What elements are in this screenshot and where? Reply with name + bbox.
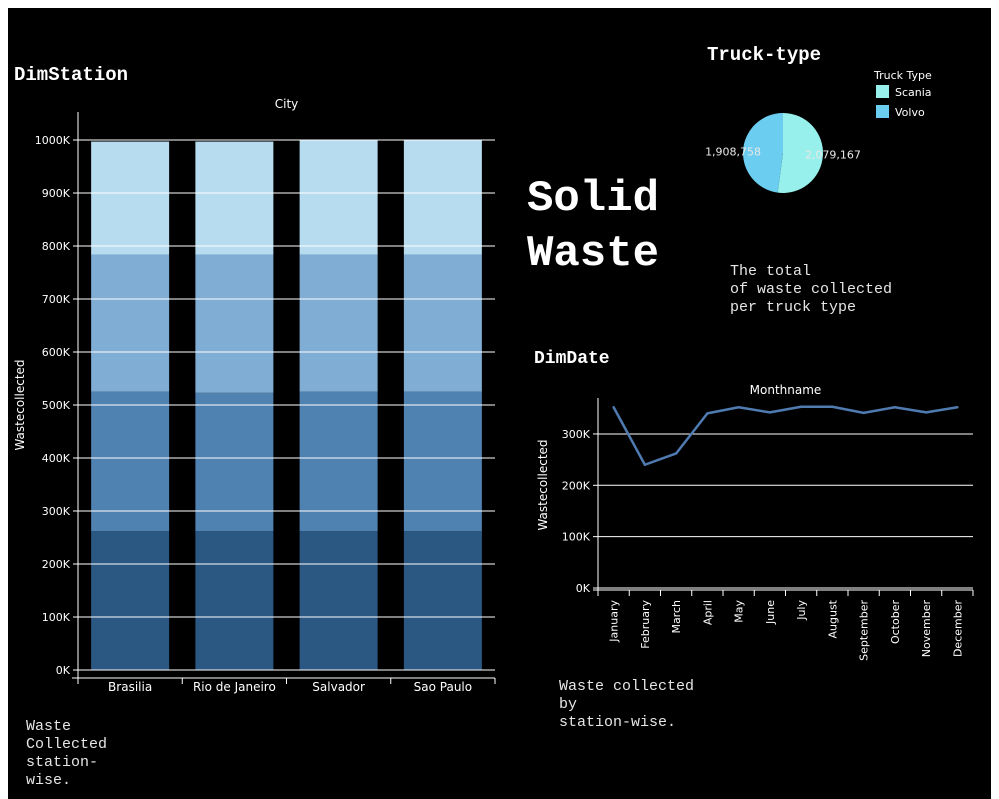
station-bar-segment	[195, 254, 274, 393]
truck-note: The total of waste collected per truck t…	[730, 263, 893, 316]
date-panel-title: DimDate	[534, 349, 610, 369]
date-y-axis-label: Wastecollected	[536, 439, 550, 530]
charts-canvas: City Wastecollected Brasilia Rio de Janeiro…	[13, 69, 974, 694]
truck-legend-label: Volvo	[895, 106, 925, 119]
station-bar-segment	[403, 140, 482, 255]
station-bar-segment	[91, 141, 170, 255]
main-title: Solid Waste	[527, 174, 660, 279]
station-y-tick-label: 700K	[42, 293, 71, 306]
station-chart-title: City	[275, 97, 299, 111]
date-data-point	[737, 406, 740, 409]
date-y-tick-label: 100K	[562, 531, 591, 544]
date-note: Waste collected by station-wise.	[559, 678, 695, 731]
date-series-line	[612, 405, 958, 467]
station-x-tick-label: Brasilia	[108, 680, 152, 694]
date-data-point	[674, 452, 678, 455]
station-bar-segment	[403, 531, 482, 670]
station-bar-segment	[195, 531, 274, 670]
station-x-tick-label: Sao Paulo	[414, 680, 472, 694]
date-x-tick-label: January	[608, 600, 621, 643]
date-y-tick-label: 300K	[562, 428, 591, 441]
date-data-point	[924, 411, 928, 414]
station-x-tick-label: Salvador	[312, 680, 365, 694]
station-bar-segment	[195, 392, 274, 532]
date-data-point	[799, 405, 803, 408]
date-x-tick-label: May	[733, 600, 746, 623]
station-y-tick-label: 100K	[42, 611, 71, 624]
station-bar-segment	[195, 141, 274, 255]
date-x-tick-label: October	[889, 600, 902, 644]
date-x-tick-label: December	[951, 600, 964, 658]
station-bar-segment	[91, 254, 170, 392]
date-y-tick-label: 200K	[562, 479, 591, 492]
station-chart: City Wastecollected Brasilia Rio de Janeiro…	[13, 97, 496, 694]
pie-value-label: 2,079,167	[805, 148, 861, 161]
date-data-point	[956, 406, 959, 409]
pie-slice	[777, 113, 824, 193]
dashboard: DimStation Truck-type DimDate Solid Wast…	[8, 8, 991, 799]
station-note: Waste Collected station- wise.	[26, 718, 108, 789]
truck-panel-title: Truck-type	[707, 44, 822, 66]
station-bar-segment	[91, 531, 170, 670]
date-x-tick-label: April	[701, 600, 714, 625]
station-bar-segment	[299, 254, 378, 392]
date-data-point	[643, 463, 647, 466]
date-data-point	[893, 406, 897, 409]
truck-legend-swatch	[876, 85, 889, 98]
station-y-tick-label: 0K	[56, 664, 71, 677]
station-y-tick-label: 800K	[42, 240, 71, 253]
station-x-tick-label: Rio de Janeiro	[193, 680, 276, 694]
pie-value-label: 1,908,758	[705, 146, 761, 159]
date-chart: Monthname Wastecollected 0K 100K 200K 300K Jan…	[536, 383, 974, 661]
station-y-tick-label: 200K	[42, 558, 71, 571]
date-x-tick-label: August	[826, 599, 839, 638]
station-bar-segment	[403, 391, 482, 532]
date-x-tick-label: November	[920, 600, 933, 658]
station-bar-segment	[299, 531, 378, 670]
station-y-tick-label: 500K	[42, 399, 71, 412]
date-data-point	[862, 411, 865, 415]
station-bar-segment	[299, 391, 378, 532]
station-y-tick-label: 400K	[42, 452, 71, 465]
date-data-point	[706, 412, 709, 415]
station-panel-title: DimStation	[14, 64, 129, 86]
station-y-axis-label: Wastecollected	[13, 359, 27, 450]
date-y-tick-label: 0K	[576, 582, 591, 595]
date-x-tick-label: February	[639, 600, 652, 649]
station-y-tick-label: 300K	[42, 505, 71, 518]
station-y-tick-label: 900K	[42, 187, 71, 200]
date-data-point	[612, 406, 615, 409]
station-y-tick-label: 1000K	[35, 134, 71, 147]
date-x-tick-label: March	[670, 600, 683, 634]
date-chart-title: Monthname	[750, 383, 822, 397]
date-x-tick-label: September	[858, 600, 871, 661]
station-bar-segment	[403, 254, 482, 392]
truck-pie-chart: 2,079,167 1,908,758 Truck Type Scania Volvo	[705, 69, 932, 193]
station-y-tick-label: 600K	[42, 346, 71, 359]
pie-slice	[743, 113, 783, 193]
station-bar-segment	[299, 140, 378, 255]
date-data-point	[831, 405, 834, 408]
truck-legend-title: Truck Type	[873, 69, 932, 82]
truck-legend-swatch	[876, 105, 889, 118]
truck-legend-label: Scania	[895, 86, 932, 99]
date-x-tick-label: June	[764, 600, 777, 625]
date-data-point	[768, 411, 772, 414]
date-x-tick-label: July	[795, 600, 808, 621]
station-bar-segment	[91, 391, 170, 532]
